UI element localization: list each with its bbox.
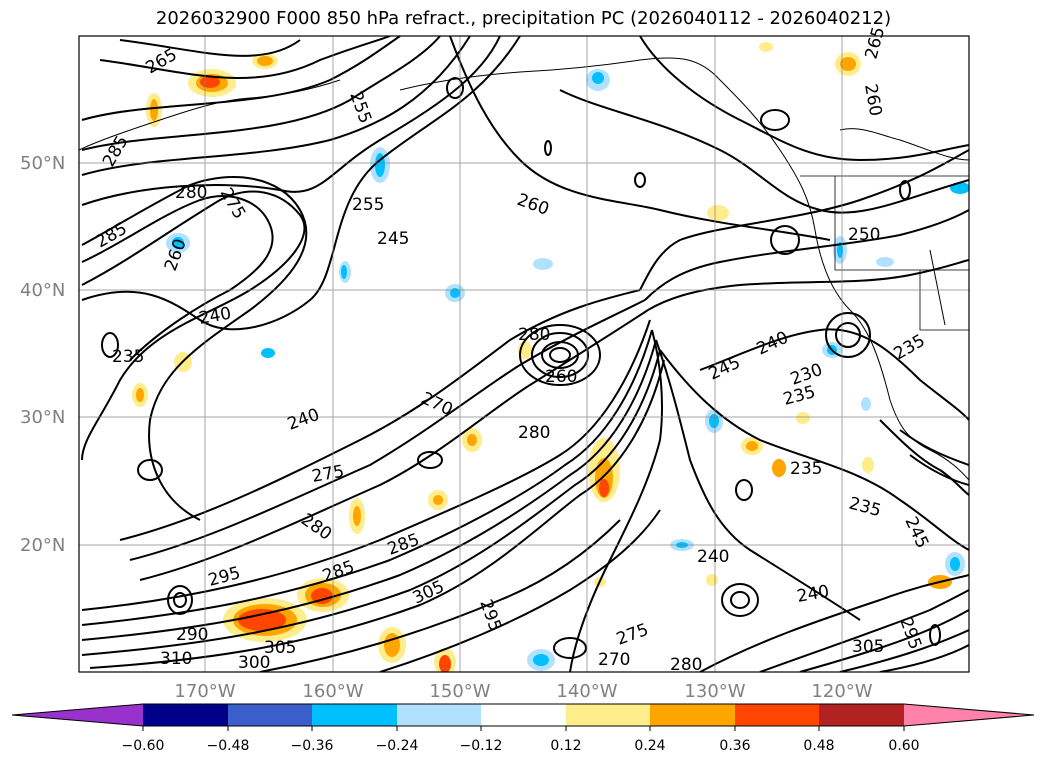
contour-label: 280 (518, 423, 550, 443)
colorbar-tick-label: −0.48 (207, 738, 250, 754)
contour-label: 235 (790, 459, 822, 479)
colorbar-tick-label: −0.12 (460, 738, 503, 754)
colorbar-segment (566, 704, 650, 726)
lat-label: 50°N (20, 153, 65, 174)
contour-label: 270 (598, 650, 630, 670)
longitude-labels: 170°W 160°W 150°W 140°W 130°W 120°W (174, 681, 872, 702)
colorbar-segment (481, 704, 566, 726)
colorbar-segment (312, 704, 397, 726)
colorbar-tick-label: −0.24 (376, 738, 419, 754)
contour-label: 235 (112, 347, 144, 367)
contour-label: 290 (176, 625, 208, 645)
colorbar: −0.60 −0.48 −0.36 −0.24 −0.12 0.12 0.24 … (11, 703, 1035, 754)
contour-label: 240 (697, 547, 729, 567)
lon-label: 120°W (811, 681, 872, 702)
latitude-labels: 50°N 40°N 30°N 20°N (20, 153, 65, 556)
lat-label: 40°N (20, 280, 65, 301)
refractivity-contours (81, 36, 969, 672)
lat-label: 20°N (20, 535, 65, 556)
colorbar-segment (143, 704, 228, 726)
colorbar-segment (228, 704, 312, 726)
contour-label: 310 (160, 649, 192, 669)
contour-label: 305 (264, 638, 296, 658)
contour-label: 255 (352, 195, 384, 215)
lon-label: 160°W (302, 681, 363, 702)
gridlines (79, 36, 969, 672)
colorbar-segment (819, 704, 904, 726)
lon-label: 170°W (174, 681, 235, 702)
plot-border (78, 35, 970, 673)
contour-label: 260 (545, 367, 577, 387)
colorbar-segment (397, 704, 481, 726)
lon-label: 150°W (429, 681, 490, 702)
colorbar-segment (12, 704, 143, 726)
contour-label: 305 (852, 637, 884, 657)
contour-label: 300 (238, 653, 270, 673)
lon-label: 130°W (684, 681, 745, 702)
colorbar-tick-label: 0.48 (803, 738, 834, 754)
colorbar-tick-label: 0.36 (719, 738, 750, 754)
colorbar-tick-label: 0.24 (634, 738, 665, 754)
colorbar-tick-label: 0.60 (888, 738, 919, 754)
lon-label: 140°W (556, 681, 617, 702)
contour-label: 280 (518, 325, 550, 345)
contour-label: 280 (670, 655, 702, 675)
colorbar-tick-label: −0.60 (122, 738, 165, 754)
colorbar-tick-label: 0.12 (550, 738, 581, 754)
colorbar-segment (904, 704, 1034, 726)
colorbar-tick-label: −0.36 (291, 738, 334, 754)
colorbar-segment (735, 704, 819, 726)
contour-label: 245 (377, 229, 409, 249)
lat-label: 30°N (20, 407, 65, 428)
contour-label: 280 (175, 183, 207, 203)
contour-label: 250 (848, 225, 880, 245)
colorbar-segment (650, 704, 735, 726)
map-title: 2026032900 F000 850 hPa refract., precip… (155, 8, 892, 29)
